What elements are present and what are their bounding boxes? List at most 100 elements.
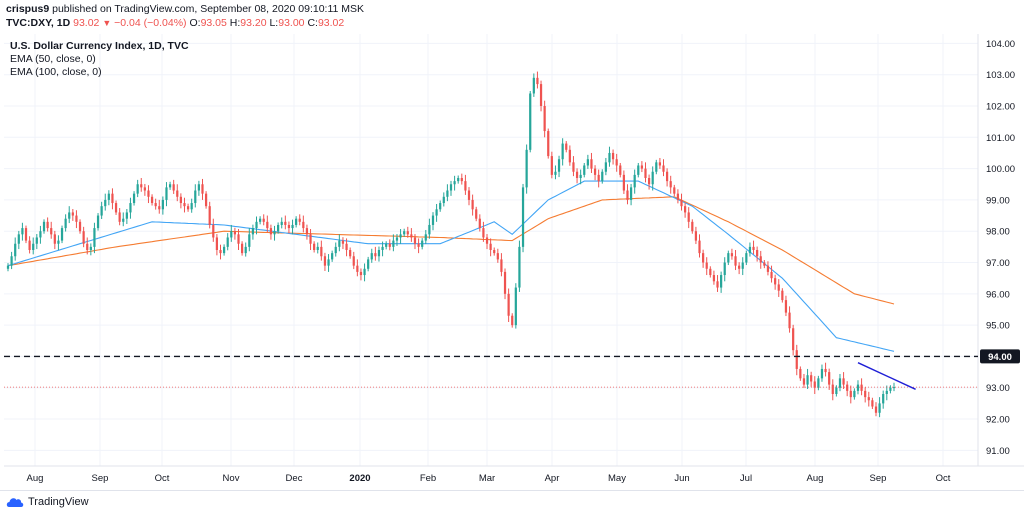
price-chart[interactable]: 104.00 103.00 102.00 101.00 100.00 99.00 98.00… bbox=[0, 34, 1024, 490]
candle-body bbox=[352, 256, 355, 266]
candle-body bbox=[262, 218, 265, 222]
candle-body bbox=[669, 181, 672, 188]
candle-body bbox=[583, 165, 586, 175]
tradingview-cloud-icon bbox=[6, 498, 24, 507]
candle-body bbox=[539, 84, 543, 106]
candle-body bbox=[716, 281, 719, 288]
y-tick-label: 91.00 bbox=[986, 446, 1010, 457]
candle-body bbox=[658, 162, 662, 166]
candle-body bbox=[730, 253, 734, 257]
candle-body bbox=[42, 221, 46, 232]
candle-body bbox=[626, 190, 629, 200]
candle-body bbox=[536, 77, 539, 85]
candle-body bbox=[867, 397, 870, 401]
candle-body bbox=[35, 237, 38, 244]
candle-body bbox=[676, 193, 680, 200]
candle-body bbox=[846, 384, 849, 391]
candle-body bbox=[817, 378, 820, 388]
candle-body bbox=[698, 240, 701, 254]
candle-body bbox=[752, 246, 755, 250]
candle-body bbox=[727, 253, 730, 263]
candle-body bbox=[197, 184, 200, 191]
open-label: O: bbox=[189, 17, 201, 29]
candle-body bbox=[374, 253, 377, 257]
legend-ema50[interactable]: EMA (50, close, 0) bbox=[10, 53, 96, 65]
down-arrow-icon: ▼ bbox=[102, 18, 112, 28]
resistance-trendline bbox=[857, 362, 916, 390]
symbol-label: TVC:DXY, 1D bbox=[6, 17, 71, 29]
candle-body bbox=[421, 240, 424, 247]
close-value: 93.02 bbox=[317, 17, 345, 29]
candle-body bbox=[53, 234, 56, 244]
candle-body bbox=[507, 293, 510, 316]
candle-body bbox=[849, 390, 852, 398]
ema50-line bbox=[7, 180, 895, 352]
tradingview-logo[interactable]: TradingView bbox=[6, 496, 89, 508]
candle-body bbox=[122, 218, 125, 222]
candle-body bbox=[878, 403, 881, 413]
candle-body bbox=[349, 250, 352, 257]
author-name[interactable]: crispus9 bbox=[6, 3, 50, 15]
candle-body bbox=[442, 196, 445, 204]
candle-body bbox=[608, 152, 611, 163]
candle-body bbox=[828, 372, 831, 385]
candle-body bbox=[194, 190, 197, 204]
y-tick-label: 97.00 bbox=[986, 258, 1010, 269]
candle-body bbox=[813, 381, 816, 388]
x-tick-label: Nov bbox=[223, 473, 240, 484]
x-tick-label: May bbox=[608, 473, 626, 484]
candle-body bbox=[424, 234, 427, 241]
candle-body bbox=[363, 268, 366, 276]
candle-body bbox=[251, 228, 255, 235]
candle-body bbox=[57, 240, 60, 244]
legend-title: U.S. Dollar Currency Index, 1D, TVC bbox=[10, 40, 189, 52]
candle-body bbox=[565, 143, 568, 150]
candle-body bbox=[597, 174, 600, 182]
legend-ema100[interactable]: EMA (100, close, 0) bbox=[10, 66, 102, 78]
candle-body bbox=[864, 390, 867, 398]
candle-body bbox=[28, 240, 31, 250]
candle-body bbox=[709, 268, 712, 276]
candle-body bbox=[518, 246, 521, 288]
candle-body bbox=[705, 262, 708, 269]
x-tick-label: Aug bbox=[807, 473, 824, 484]
candle-body bbox=[557, 159, 561, 172]
candle-body bbox=[604, 162, 607, 172]
candle-body bbox=[161, 199, 164, 210]
candle-body bbox=[186, 206, 190, 210]
candle-body bbox=[446, 190, 449, 197]
candle-body bbox=[431, 215, 435, 225]
footer-bar: TradingView bbox=[0, 490, 1024, 515]
candle-body bbox=[298, 218, 301, 222]
candle-body bbox=[860, 384, 863, 391]
candle-body bbox=[291, 224, 294, 229]
x-tick-label: Aug bbox=[27, 473, 44, 484]
candle-body bbox=[230, 231, 233, 238]
candle-body bbox=[316, 246, 319, 250]
candle-body bbox=[259, 218, 262, 222]
x-tick-label: Sep bbox=[92, 473, 109, 484]
candle-body bbox=[82, 231, 85, 244]
candle-body bbox=[637, 165, 640, 175]
candle-body bbox=[665, 171, 669, 182]
candle-body bbox=[295, 218, 298, 225]
candle-body bbox=[345, 243, 348, 250]
candle-body bbox=[176, 190, 179, 197]
candle-body bbox=[799, 368, 802, 379]
candle-body bbox=[370, 253, 373, 260]
x-tick-label: Apr bbox=[545, 473, 560, 484]
candle-body bbox=[10, 256, 13, 266]
candle-body bbox=[741, 262, 744, 269]
candle-body bbox=[222, 246, 226, 254]
candle-body bbox=[273, 231, 276, 235]
candle-body bbox=[269, 228, 273, 235]
candle-body bbox=[691, 221, 694, 232]
candle-body bbox=[395, 237, 399, 241]
candle-body bbox=[810, 375, 813, 382]
candle-body bbox=[680, 199, 683, 207]
candle-body bbox=[140, 184, 143, 188]
candle-body bbox=[284, 221, 287, 225]
candle-body bbox=[586, 159, 589, 166]
candle-body bbox=[774, 278, 777, 285]
x-tick-label: 2020 bbox=[349, 473, 370, 484]
